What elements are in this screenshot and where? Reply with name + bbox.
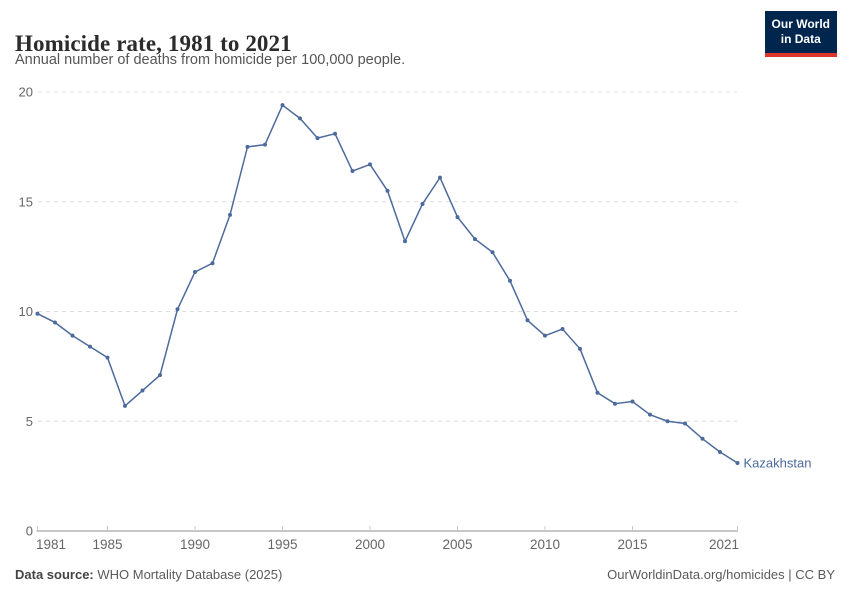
x-tick-label-2021: 2021	[709, 537, 739, 552]
data-point-2019[interactable]	[700, 436, 705, 441]
data-point-1987[interactable]	[140, 388, 145, 393]
x-tick-label-1981: 1981	[36, 537, 66, 552]
data-point-2004[interactable]	[438, 175, 442, 180]
x-tick-label-1985: 1985	[92, 537, 122, 552]
data-point-1981[interactable]	[35, 311, 40, 316]
y-tick-label-5: 5	[26, 414, 33, 429]
data-point-2011[interactable]	[560, 327, 565, 332]
data-point-2008[interactable]	[508, 278, 512, 283]
data-point-2007[interactable]	[490, 250, 495, 255]
data-point-2017[interactable]	[665, 419, 670, 424]
series-line-kazakhstan[interactable]	[36, 104, 739, 464]
data-point-2000[interactable]	[368, 162, 372, 167]
data-point-2009[interactable]	[525, 318, 530, 323]
data-point-1997[interactable]	[315, 136, 320, 141]
data-point-1986[interactable]	[123, 403, 127, 408]
data-point-2002[interactable]	[403, 239, 407, 244]
data-point-2010[interactable]	[543, 333, 547, 338]
data-point-1995[interactable]	[280, 103, 285, 108]
data-point-2018[interactable]	[683, 421, 687, 426]
data-point-1983[interactable]	[70, 333, 75, 338]
x-tick-label-1995: 1995	[267, 537, 297, 552]
y-tick-label-20: 20	[19, 85, 33, 100]
data-point-1985[interactable]	[105, 355, 110, 360]
credit-link[interactable]: OurWorldinData.org/homicides | CC BY	[607, 567, 835, 582]
data-point-2003[interactable]	[420, 201, 425, 206]
data-point-2014[interactable]	[613, 401, 617, 406]
data-point-2005[interactable]	[455, 215, 460, 220]
data-source-text: WHO Mortality Database (2025)	[93, 567, 283, 582]
data-point-2016[interactable]	[648, 412, 652, 417]
owid-logo-line1: Our World	[771, 17, 830, 31]
data-point-1998[interactable]	[333, 131, 337, 136]
series-end-label[interactable]: Kazakhstan	[744, 455, 812, 470]
data-source: Data source: WHO Mortality Database (202…	[15, 567, 282, 582]
data-point-1989[interactable]	[175, 307, 180, 312]
data-point-1993[interactable]	[245, 144, 250, 149]
data-point-2001[interactable]	[385, 188, 390, 193]
owid-logo[interactable]: Our World in Data	[764, 11, 837, 57]
chart-subtitle: Annual number of deaths from homicide pe…	[15, 52, 406, 68]
data-source-label: Data source:	[15, 567, 94, 582]
owid-logo-line2: in Data	[780, 32, 821, 46]
y-tick-label-15: 15	[19, 194, 33, 209]
data-point-2012[interactable]	[578, 346, 582, 351]
data-point-2021[interactable]	[735, 460, 740, 465]
data-point-1991[interactable]	[210, 261, 215, 266]
data-point-1994[interactable]	[263, 142, 267, 147]
data-point-2006[interactable]	[473, 237, 477, 242]
data-point-1996[interactable]	[298, 116, 302, 121]
x-tick-label-2010: 2010	[530, 537, 560, 552]
data-point-2015[interactable]	[630, 399, 635, 404]
data-point-1990[interactable]	[193, 269, 197, 274]
data-point-2020[interactable]	[718, 449, 722, 454]
data-point-1984[interactable]	[88, 344, 92, 349]
x-tick-label-2005: 2005	[442, 537, 472, 552]
y-tick-label-0: 0	[26, 524, 33, 539]
data-point-1999[interactable]	[350, 169, 355, 174]
data-point-2013[interactable]	[595, 390, 600, 395]
data-point-1992[interactable]	[228, 212, 232, 217]
x-tick-label-2015: 2015	[617, 537, 647, 552]
data-point-1982[interactable]	[53, 320, 57, 325]
y-tick-label-10: 10	[19, 304, 33, 319]
page-title: Homicide rate, 1981 to 2021	[15, 31, 292, 57]
data-point-1988[interactable]	[158, 373, 162, 378]
x-tick-label-2000: 2000	[355, 537, 385, 552]
x-tick-label-1990: 1990	[180, 537, 210, 552]
